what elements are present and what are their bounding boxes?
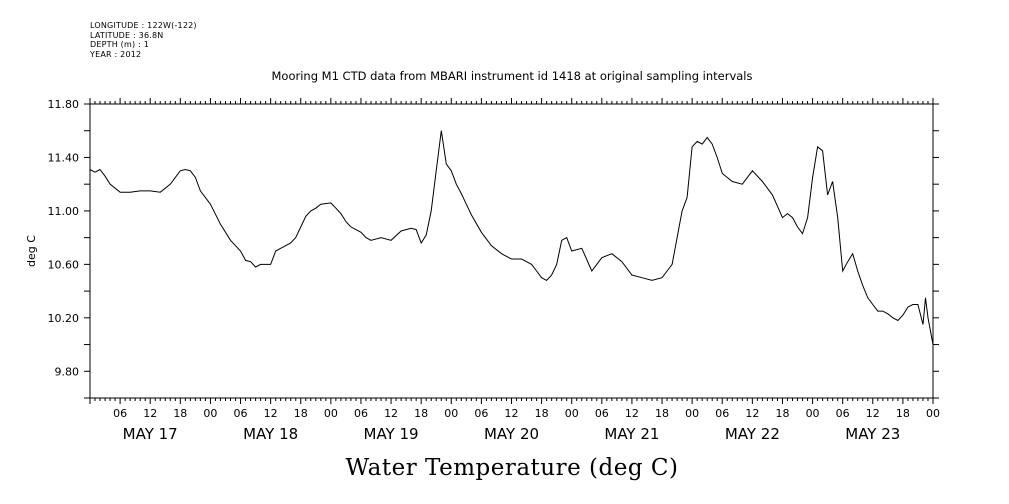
x-day-label: MAY 21 <box>604 425 659 443</box>
x-hour-tick-label: 18 <box>655 407 669 420</box>
x-hour-tick-label: 00 <box>565 407 579 420</box>
y-tick-label: 11.80 <box>48 98 80 111</box>
x-day-label: MAY 22 <box>725 425 780 443</box>
x-hour-tick-label: 12 <box>264 407 278 420</box>
x-axis-label: Water Temperature (deg C) <box>346 455 679 481</box>
x-hour-tick-label: 06 <box>354 407 368 420</box>
x-hour-tick-label: 06 <box>474 407 488 420</box>
meta-depth: DEPTH (m) : 1 <box>90 40 149 49</box>
x-day-label: MAY 17 <box>123 425 178 443</box>
y-tick-label: 11.40 <box>48 151 80 164</box>
y-axis-label: deg C <box>25 235 38 267</box>
y-tick-label: 10.60 <box>48 258 80 271</box>
x-hour-tick-label: 06 <box>113 407 127 420</box>
series-line <box>89 130 934 345</box>
x-hour-tick-label: 00 <box>806 407 820 420</box>
x-hour-tick-label: 00 <box>444 407 458 420</box>
x-hour-tick-label: 12 <box>866 407 880 420</box>
x-hour-tick-label: 00 <box>324 407 338 420</box>
y-tick-label: 10.20 <box>48 312 80 325</box>
x-hour-tick-label: 12 <box>745 407 759 420</box>
x-hour-tick-label: 06 <box>715 407 729 420</box>
meta-year: YEAR : 2012 <box>90 49 142 59</box>
x-hour-tick-label: 00 <box>926 407 940 420</box>
x-day-label: MAY 19 <box>364 425 419 443</box>
metadata-block: LONGITUDE : 122W(-122) LATITUDE : 36.8N … <box>90 21 197 59</box>
x-hour-tick-label: 00 <box>203 407 217 420</box>
x-hour-tick-label: 18 <box>535 407 549 420</box>
meta-latitude: LATITUDE : 36.8N <box>90 30 164 40</box>
x-hour-tick-label: 12 <box>505 407 519 420</box>
x-hour-tick-label: 18 <box>173 407 187 420</box>
x-hour-tick-label: 06 <box>234 407 248 420</box>
y-tick-label: 9.80 <box>55 365 80 378</box>
x-hour-tick-label: 06 <box>595 407 609 420</box>
x-hour-tick-label: 12 <box>143 407 157 420</box>
x-day-label: MAY 23 <box>845 425 900 443</box>
plot-frame <box>89 103 934 399</box>
chart-title: Mooring M1 CTD data from MBARI instrumen… <box>272 69 753 83</box>
x-hour-tick-label: 18 <box>294 407 308 420</box>
x-hour-tick-label: 12 <box>384 407 398 420</box>
x-hour-tick-label: 12 <box>625 407 639 420</box>
x-hour-tick-label: 06 <box>836 407 850 420</box>
x-hour-tick-label: 18 <box>896 407 910 420</box>
x-day-label: MAY 20 <box>484 425 539 443</box>
x-hour-tick-label: 18 <box>414 407 428 420</box>
x-hour-tick-label: 18 <box>775 407 789 420</box>
meta-longitude: LONGITUDE : 122W(-122) <box>90 21 197 30</box>
x-day-label: MAY 18 <box>243 425 298 443</box>
y-tick-label: 11.00 <box>48 205 80 218</box>
x-hour-tick-label: 00 <box>685 407 699 420</box>
